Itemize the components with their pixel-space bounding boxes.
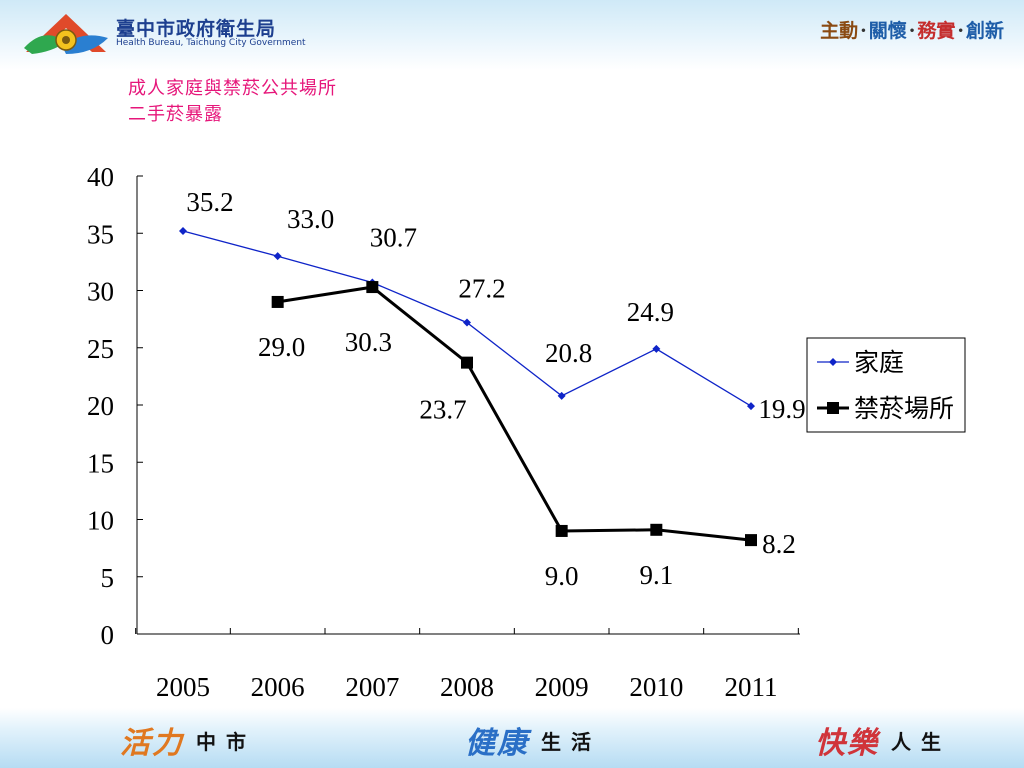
data-label: 30.7 [370,222,417,252]
header-banner: 臺中市政府衛生局 Health Bureau, Taichung City Go… [0,0,1024,70]
footer-slogan: 健康 生活 [465,722,601,761]
slogan-word: 主動 [820,20,859,42]
footer-slogan: 活力 中市 [120,722,256,761]
footer-slogan: 快樂 人生 [815,722,951,761]
data-label: 33.0 [287,204,334,234]
y-tick-label: 5 [101,563,115,593]
x-tick-label: 2006 [251,672,305,702]
legend [806,337,966,433]
data-point [745,534,757,547]
data-point [652,344,661,353]
data-label: 19.9 [758,394,805,424]
slogan: 主動 · 關懷 · 務實 · 創新 [820,20,1004,42]
data-label: 29.0 [258,332,305,362]
legend-marker [827,402,839,414]
data-label: 35.2 [186,187,233,217]
org-name: 臺中市政府衛生局 [116,18,277,40]
x-tick-label: 2007 [345,672,399,702]
health-bureau-logo-icon [24,14,108,54]
y-tick-label: 20 [87,391,114,421]
slide-title: 成人家庭與禁菸公共場所 二手菸暴露 [128,76,337,128]
data-point [366,281,379,294]
data-label: 24.9 [627,297,674,327]
y-tick-label: 25 [87,334,114,364]
data-point [650,523,663,536]
data-point [179,226,187,235]
data-label: 20.8 [545,338,592,368]
data-label: 30.3 [345,327,392,357]
x-tick-label: 2009 [535,672,589,702]
y-tick-label: 35 [87,219,114,249]
y-tick-label: 10 [87,506,114,536]
legend-label: 家庭 [854,349,904,377]
data-point [555,524,568,537]
legend-marker [829,358,837,366]
x-tick-label: 2008 [440,672,494,702]
x-tick-label: 2011 [725,672,778,702]
data-label: 9.1 [639,560,673,590]
legend-label: 禁菸場所 [854,395,954,423]
data-label: 23.7 [419,395,466,425]
slide-title-line: 二手菸暴露 [128,104,223,125]
slogan-word: 務實 [917,20,956,42]
series-line [277,285,752,542]
footer-banner: 活力 中市 健康 生活 快樂 人生 [0,708,1024,768]
data-point [461,356,473,369]
footer-slogan-big: 快樂 [815,726,879,761]
slide-title-line: 成人家庭與禁菸公共場所 [128,78,337,99]
y-tick-label: 30 [87,277,114,307]
data-label: 9.0 [545,561,579,591]
data-label: 8.2 [762,529,796,559]
footer-slogan-small: 人生 [891,729,951,754]
x-tick-label: 2005 [156,672,210,702]
footer-slogan-small: 中市 [196,729,256,754]
footer-slogan-big: 活力 [120,726,184,761]
slogan-word: 創新 [965,20,1004,42]
data-point [271,295,284,308]
data-point [273,252,282,261]
footer-slogan-small: 生活 [541,729,601,754]
slogan-word: 關懷 [868,20,907,42]
x-tick-label: 2010 [629,672,683,702]
data-label: 27.2 [458,274,505,304]
data-point [557,391,566,400]
data-point [463,318,471,327]
data-point [747,402,755,411]
y-tick-label: 0 [101,620,115,650]
y-tick-label: 15 [87,448,114,478]
y-tick-label: 40 [87,162,114,192]
footer-slogan-big: 健康 [465,726,529,761]
org-name-en: Health Bureau, Taichung City Government [116,38,306,48]
